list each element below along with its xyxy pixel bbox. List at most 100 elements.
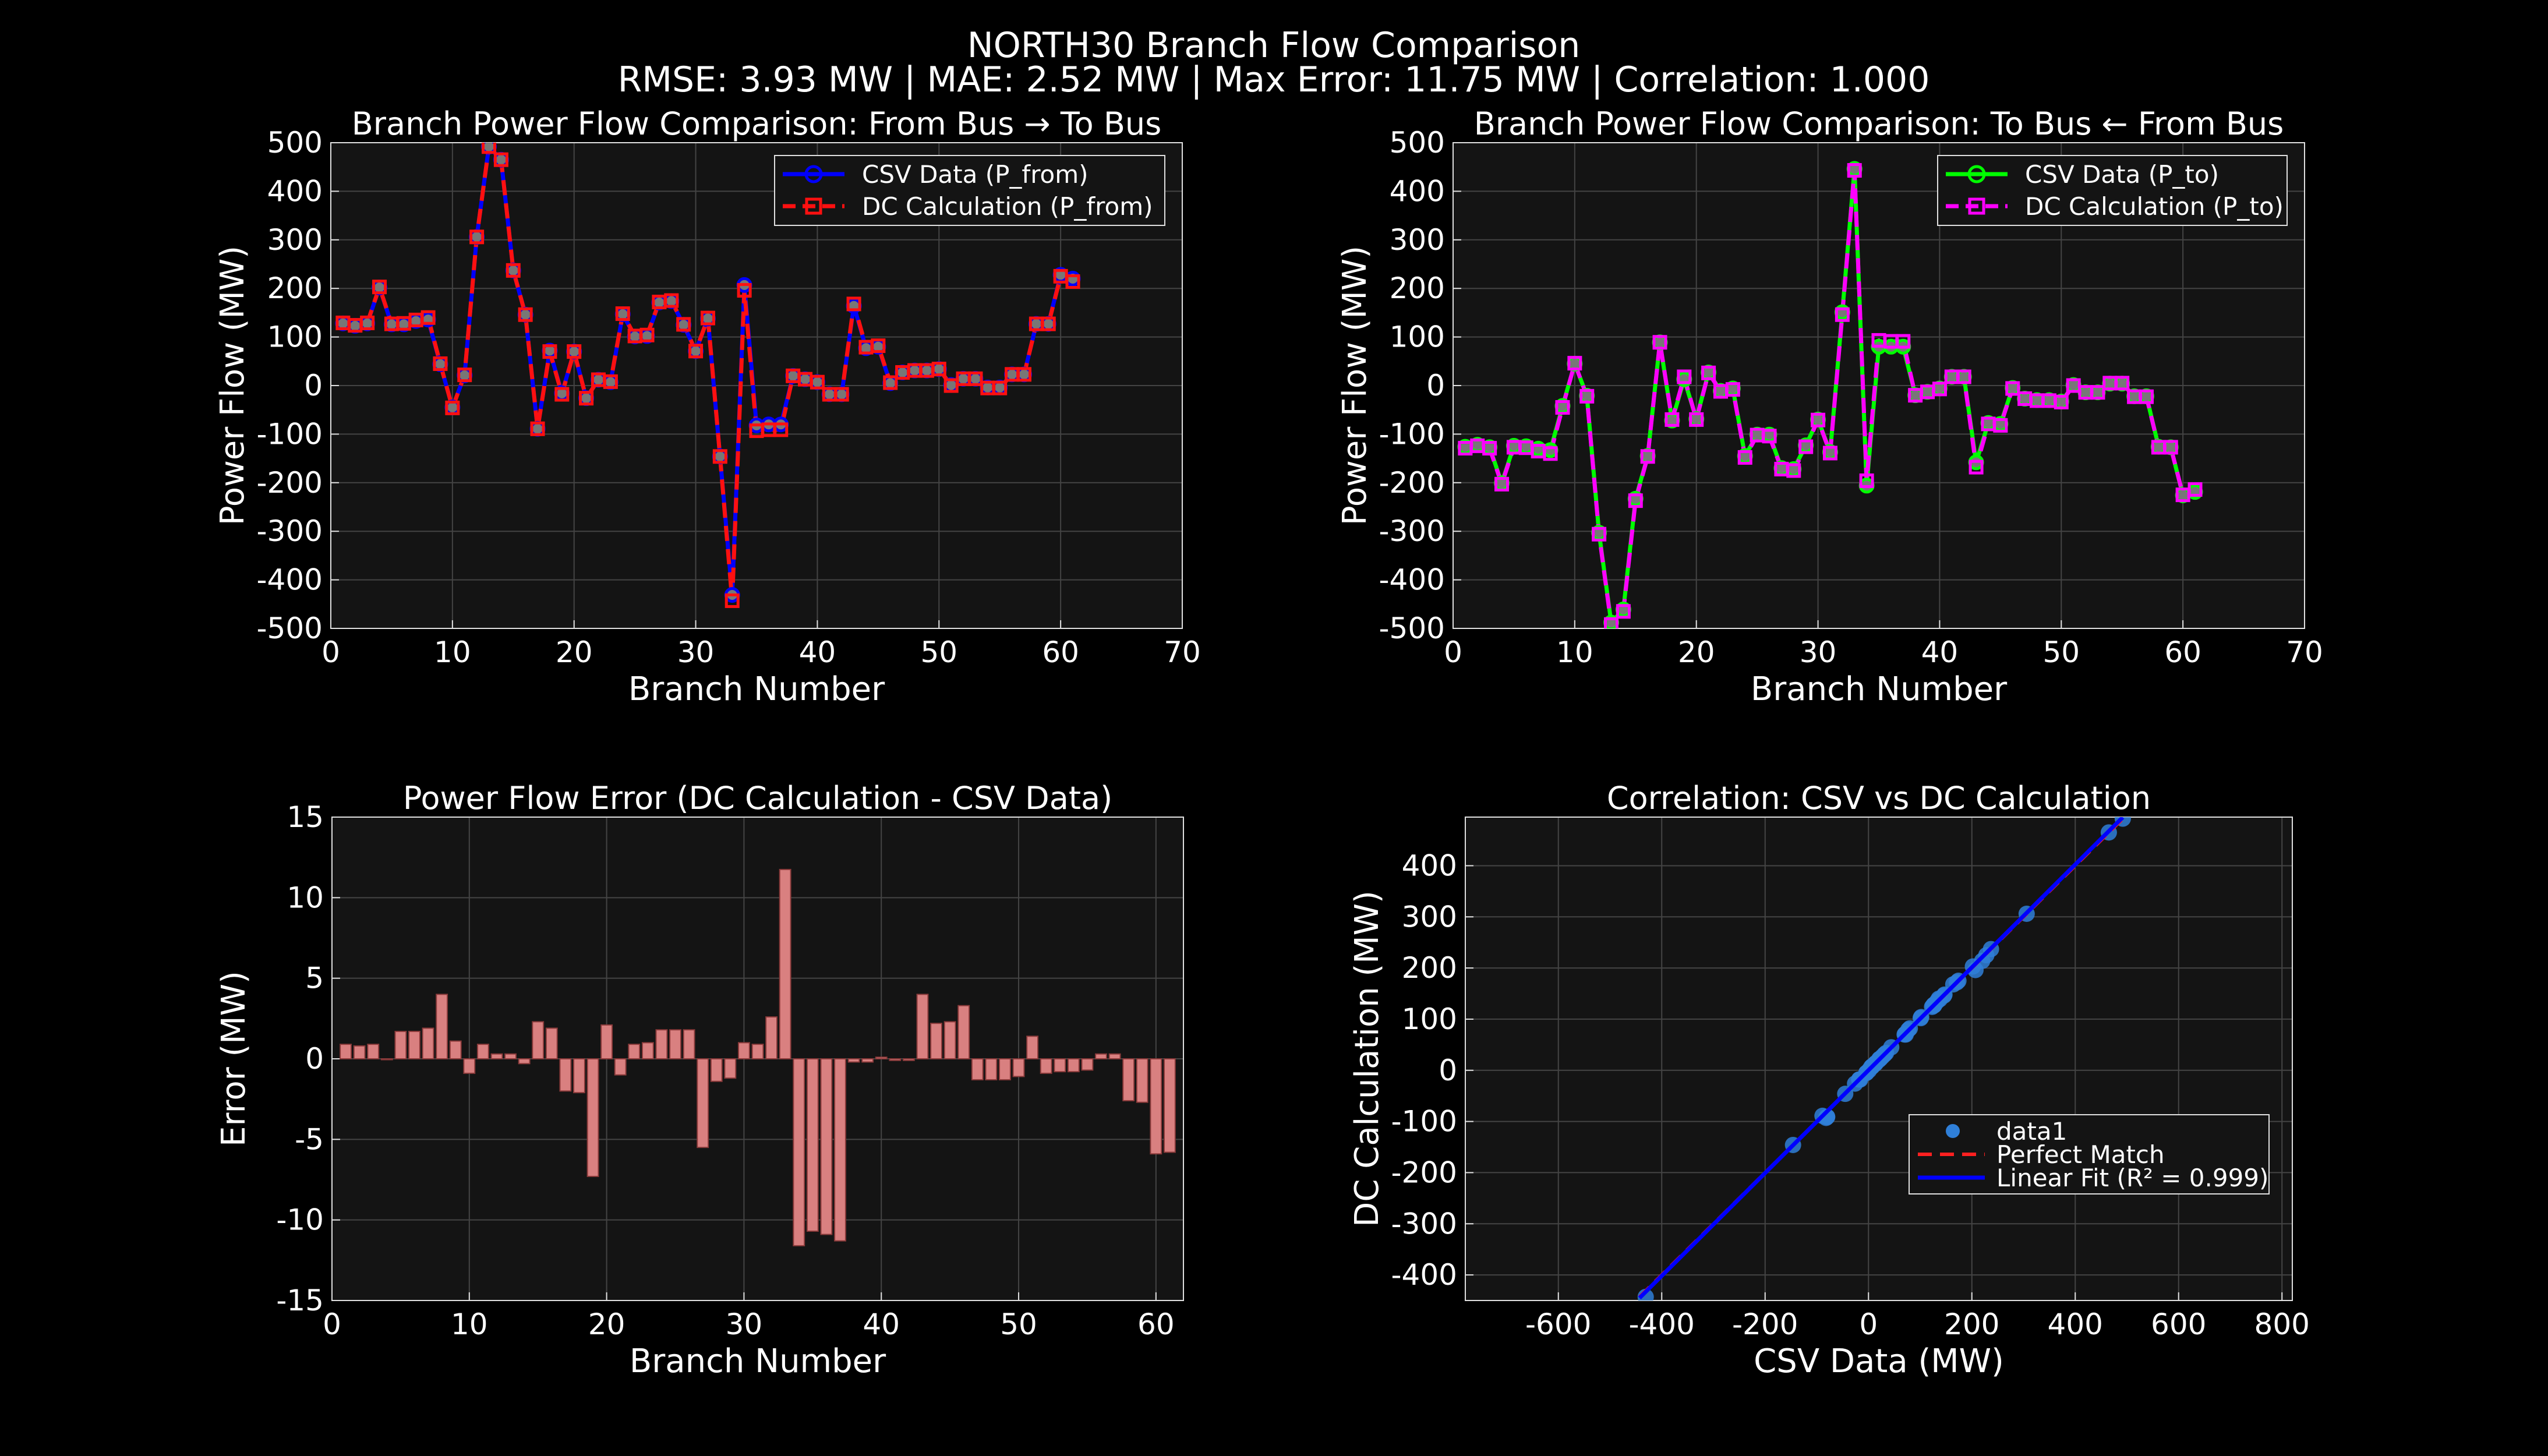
to-series-1-point: [1786, 463, 1801, 478]
corr-x-tick-label: 0: [1859, 1307, 1878, 1341]
to-series-1-point: [1944, 369, 1959, 384]
to-series-1-point: [1518, 440, 1533, 455]
to-series-1-point: [2005, 381, 2020, 396]
error-bar: [861, 1058, 874, 1063]
to-panel-title: Branch Power Flow Comparison: To Bus ← F…: [1474, 105, 2284, 142]
from-series-1-point: [700, 310, 715, 326]
error-bar: [518, 1058, 531, 1065]
error-bar: [1040, 1058, 1052, 1074]
error-bar: [971, 1058, 984, 1080]
error-x-tick-label: 10: [451, 1307, 488, 1341]
error-bar: [724, 1058, 737, 1079]
to-series-1-point: [1798, 439, 1814, 454]
from-series-1-point: [420, 310, 436, 325]
to-series-1-point: [2127, 389, 2142, 404]
panel-from-bus: 0 10 20 30 40 50 60 70 -500 -400 -300 -200 -100 0 100 2…: [214, 105, 1201, 708]
error-y-axis-label: Error (MW): [215, 971, 253, 1147]
from-series-1-point: [749, 423, 764, 439]
corr-y-tick-label: -400: [1391, 1258, 1457, 1292]
error-x-axis-label: Branch Number: [630, 1342, 886, 1380]
from-series-1-point: [506, 263, 521, 278]
to-series-1-point: [1871, 333, 1886, 348]
from-series-1-point: [567, 344, 582, 359]
to-y-tick-label: 200: [1390, 271, 1445, 305]
to-y-tick-label: -400: [1379, 563, 1445, 597]
corr-series-layer: [1637, 817, 2131, 1300]
from-series-1-point: [360, 315, 375, 330]
to-series-1-point: [1737, 450, 1752, 465]
from-series-1-point: [457, 367, 472, 383]
error-bar: [793, 1058, 805, 1246]
to-series-1-point: [1859, 473, 1874, 488]
to-y-tick-label: -300: [1379, 514, 1445, 548]
from-x-tick-label: 40: [799, 635, 836, 669]
error-bar: [916, 994, 929, 1060]
error-bar: [614, 1058, 627, 1076]
from-series-1-point: [956, 371, 971, 386]
to-series-1-point: [1822, 446, 1837, 461]
to-series-layer: [1457, 161, 2203, 628]
to-series-1-point: [1506, 440, 1521, 455]
from-panel-title: Branch Power Flow Comparison: From Bus →…: [352, 105, 1162, 142]
from-series-1-point: [810, 374, 825, 390]
error-bar: [943, 1021, 956, 1060]
to-series-1-point: [1604, 617, 1619, 628]
error-bar: [1054, 1058, 1066, 1073]
error-bar: [985, 1058, 998, 1080]
from-y-tick-label: 300: [267, 223, 323, 257]
error-bar: [697, 1058, 709, 1148]
from-series-1-point: [883, 375, 898, 390]
error-bar: [436, 994, 448, 1060]
corr-panel-title: Correlation: CSV vs DC Calculation: [1607, 780, 2151, 817]
to-series-1-point: [1664, 412, 1680, 427]
from-y-tick-label: -500: [257, 612, 323, 645]
from-series-1-point: [554, 387, 570, 402]
to-series-1-point: [2163, 440, 2178, 455]
error-bar: [1026, 1036, 1039, 1060]
error-y-tick-label: -10: [276, 1203, 324, 1237]
from-series-1-point: [871, 338, 886, 354]
to-series-1-point: [2090, 385, 2105, 400]
to-series-1-point: [1677, 369, 1692, 384]
corr-y-tick-label: -300: [1391, 1207, 1457, 1241]
to-series-1-point: [1701, 365, 1716, 380]
error-y-tick-label: 5: [305, 962, 324, 995]
from-series-1-point: [615, 306, 630, 321]
error-bar: [1150, 1058, 1162, 1155]
to-y-tick-label: 300: [1390, 223, 1445, 257]
to-y-tick-label: -200: [1379, 466, 1445, 500]
from-y-tick-label: -100: [257, 417, 323, 451]
error-bar: [504, 1053, 517, 1059]
to-series-1-point: [1920, 384, 1935, 400]
from-series-1-point: [980, 380, 995, 395]
corr-plot-frame: [1465, 817, 2293, 1301]
error-x-tick-label: 60: [1137, 1307, 1175, 1341]
to-series-1-point: [2139, 389, 2154, 404]
from-series-1-point: [469, 229, 485, 245]
from-series-1-point: [943, 378, 959, 393]
to-y-tick-label: 100: [1390, 320, 1445, 354]
from-series-1-point: [676, 317, 691, 332]
error-bar: [999, 1058, 1011, 1080]
from-y-tick-label: 200: [267, 271, 323, 305]
from-series-1-point: [846, 296, 861, 312]
to-series-1-point: [1847, 163, 1862, 178]
from-series-1-point: [445, 400, 460, 415]
from-x-tick-label: 10: [434, 635, 471, 669]
error-y-tick-label: 0: [305, 1042, 324, 1076]
error-x-tick-label: 0: [323, 1307, 341, 1341]
to-x-tick-label: 20: [1678, 635, 1715, 669]
from-series-1-point: [1016, 367, 1031, 382]
to-y-tick-label: 500: [1390, 126, 1445, 160]
error-bar: [1067, 1058, 1080, 1073]
from-x-tick-label: 70: [1164, 635, 1201, 669]
error-bar: [669, 1029, 681, 1059]
error-bar: [683, 1029, 695, 1059]
from-series-1-point: [433, 356, 448, 371]
error-bar: [545, 1027, 558, 1060]
from-series-1-point: [858, 340, 874, 355]
from-series-1-point: [493, 152, 508, 167]
from-x-tick-label: 0: [321, 635, 340, 669]
from-x-tick-label: 20: [556, 635, 593, 669]
